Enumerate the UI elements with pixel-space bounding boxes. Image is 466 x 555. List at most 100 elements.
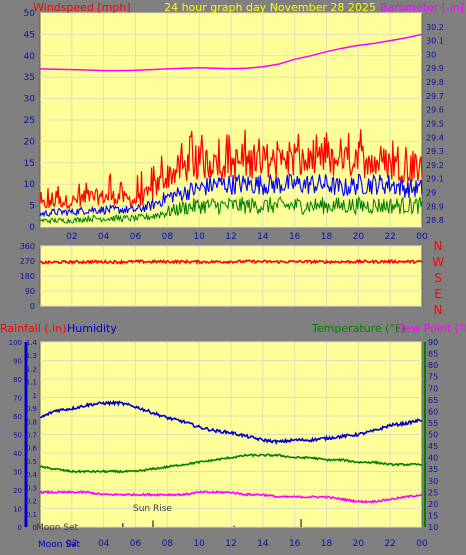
dewpoint-line xyxy=(39,490,423,504)
y-tick-label: 29.3 xyxy=(426,147,444,156)
rain-tick-label: 0.1 xyxy=(26,511,37,519)
humidity-tick-label: 60 xyxy=(13,413,22,421)
y-tick-label: 28.8 xyxy=(426,216,444,225)
x-tick-label: 10 xyxy=(193,232,205,242)
rain-tick-label: 0.9 xyxy=(26,405,37,413)
y-tick-label: 29.6 xyxy=(426,106,444,115)
y-tick-label: 30.2 xyxy=(426,23,444,32)
rain-tick-label: 0.2 xyxy=(26,498,37,506)
windspeed-axis-label: Windspeed [mph] xyxy=(33,1,131,14)
y-tick-label: 29.4 xyxy=(426,133,444,142)
x-tick-label: 22 xyxy=(384,539,395,549)
temp-tick-label: 10 xyxy=(428,523,438,532)
x-tick-label: 20 xyxy=(353,232,365,242)
y-tick-label: 29.8 xyxy=(426,78,444,87)
y-tick-label: 28.9 xyxy=(426,202,444,211)
barometer-line xyxy=(39,33,423,72)
rain-tick-label: 1.4 xyxy=(26,339,38,347)
humidity-tick-label: 90 xyxy=(13,358,22,366)
temp-tick-label: 65 xyxy=(428,396,438,405)
temp-tick-label: 45 xyxy=(428,442,438,451)
wind-average-line xyxy=(39,173,423,218)
y-tick-label: 29.9 xyxy=(426,64,444,73)
x-tick-label: 18 xyxy=(321,539,333,549)
temperature-label: Temperature (°F) xyxy=(311,322,406,335)
rain-ticks: 0 0.1 0.2 0.3 0.4 0.5 0.6 0.7 0.8 0.9 1 1.1 1.2 1.3 1.… xyxy=(26,339,38,532)
direction-ticks: 0 90 180 270 360 xyxy=(20,242,35,311)
temperature-line xyxy=(39,453,423,474)
x-tick-label: 08 xyxy=(162,232,174,242)
wind-left-ticks: 0 5 10 15 20 25 30 35 40 45 50 xyxy=(24,9,36,233)
temp-tick-label: 60 xyxy=(428,407,438,416)
x-tick-label: 12 xyxy=(225,232,236,242)
y-tick-label: 30 xyxy=(426,50,436,59)
y-tick-label: 0 xyxy=(29,223,35,233)
y-tick-label: 50 xyxy=(24,9,36,19)
x-tick-label: 22 xyxy=(384,232,395,242)
y-tick-label: 90 xyxy=(25,287,35,296)
temp-tick-label: 50 xyxy=(428,431,438,440)
y-tick-label: 25 xyxy=(24,116,35,126)
x-tick-label: 16 xyxy=(289,232,301,242)
x-tick-label: 20 xyxy=(353,539,365,549)
temp-tick-label: 80 xyxy=(428,361,438,370)
moon-set-label: Moon Set xyxy=(36,523,79,533)
temp-tick-label: 35 xyxy=(428,465,438,474)
temp-tick-label: 55 xyxy=(428,419,438,428)
y-tick-label: 30.1 xyxy=(426,37,444,46)
moon-set-label-lower: Moon Set xyxy=(38,540,81,550)
y-tick-label: 180 xyxy=(20,272,35,281)
x-tick-label: 14 xyxy=(257,232,269,242)
wind-series xyxy=(39,33,423,225)
y-tick-label: 29.5 xyxy=(426,119,444,128)
rain-tick-label: 0.7 xyxy=(26,432,37,440)
temp-x-ticks: 02 04 06 08 10 12 14 16 18 20 22 00 xyxy=(66,539,428,549)
compass-letter: S xyxy=(434,271,442,285)
humidity-tick-label: 80 xyxy=(13,376,22,384)
rain-tick-label: 1.2 xyxy=(26,365,37,373)
humidity-tick-label: 50 xyxy=(13,432,22,440)
y-tick-label: 29.2 xyxy=(426,161,444,170)
barometer-axis-label: Barometer [.in] xyxy=(380,1,464,14)
graph-title: 24 hour graph day November 28 2025 xyxy=(164,1,376,14)
humidity-tick-label: 0 xyxy=(18,524,22,532)
humidity-tick-label: 30 xyxy=(13,469,22,477)
wind-gust-line xyxy=(39,129,423,210)
y-tick-label: 10 xyxy=(24,180,36,190)
rainfall-label: Rainfall (.in) xyxy=(0,322,67,335)
x-tick-label: 06 xyxy=(130,232,142,242)
compass-letter: N xyxy=(434,303,443,317)
temp-tick-label: 75 xyxy=(428,373,438,382)
y-tick-label: 40 xyxy=(24,52,36,62)
wind-direction-line xyxy=(39,258,423,266)
wind-grid xyxy=(40,12,422,228)
y-tick-label: 360 xyxy=(20,242,35,251)
x-tick-label: 02 xyxy=(66,539,77,549)
barometer-right-ticks: 28.8 28.9 29 29.1 29.2 29.3 29.4 29.5 29.6 29.7 29… xyxy=(426,23,444,225)
x-tick-label: 08 xyxy=(162,539,174,549)
sun-rise-label: Sun Rise xyxy=(133,504,172,514)
temp-tick-label: 40 xyxy=(428,454,438,463)
temp-tick-label: 85 xyxy=(428,350,438,359)
y-tick-label: 29.1 xyxy=(426,175,444,184)
temp-tick-label: 15 xyxy=(428,511,438,520)
temp-tick-label: 30 xyxy=(428,477,438,486)
x-tick-label: 14 xyxy=(257,539,269,549)
x-tick-label: 10 xyxy=(193,539,205,549)
wind-x-ticks: 02 04 06 08 10 12 14 16 18 20 22 00 xyxy=(66,232,428,242)
humidity-tick-label: 40 xyxy=(13,450,22,458)
temp-series xyxy=(39,399,423,527)
x-tick-label: 18 xyxy=(321,232,333,242)
direction-series xyxy=(39,258,423,266)
y-tick-label: 29.7 xyxy=(426,92,444,101)
x-tick-label: 02 xyxy=(66,232,77,242)
temp-tick-label: 70 xyxy=(428,384,438,393)
humidity-line xyxy=(40,399,423,446)
rain-tick-label: 0 xyxy=(33,524,37,532)
y-tick-label: 45 xyxy=(24,30,35,40)
rain-tick-label: 1 xyxy=(33,392,37,400)
y-tick-label: 29 xyxy=(426,188,436,197)
